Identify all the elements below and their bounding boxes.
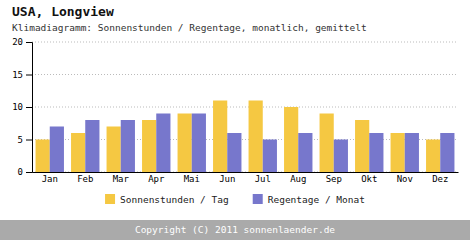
y-tick: 15 (12, 70, 32, 80)
y-tick-mark (26, 42, 32, 43)
grid-line (32, 74, 458, 75)
bar (85, 120, 99, 172)
bar (107, 127, 121, 173)
plot: 0 5 10 15 20 Jan Feb Mar Apr Mai Jun Jul Aug Sep Okt No… (12, 37, 458, 184)
x-tick: Mar (113, 174, 130, 184)
bar (142, 120, 156, 172)
legend-item: Sonnenstunden / Tag (105, 194, 229, 205)
y-tick-mark (26, 75, 32, 76)
legend-label: Regentage / Monat (268, 194, 365, 205)
x-tick-label: Mai (184, 174, 200, 184)
bar (71, 133, 85, 172)
bar (178, 114, 192, 173)
y-axis: 0 5 10 15 20 (12, 37, 32, 177)
bar (36, 140, 50, 173)
grid-line (32, 42, 458, 43)
x-tick-label: Sep (326, 174, 342, 184)
legend-item: Regentage / Monat (253, 194, 365, 205)
bar (426, 140, 440, 173)
x-tick: Jul (255, 174, 271, 184)
x-tick: Dez (432, 174, 448, 184)
y-tick: 20 (12, 37, 32, 47)
legend-label: Sonnenstunden / Tag (120, 194, 229, 205)
legend-swatch (253, 194, 263, 204)
bar (156, 114, 170, 173)
bar (320, 114, 334, 173)
bar-series (50, 114, 455, 173)
x-tick: Mai (184, 174, 200, 184)
bar (369, 133, 383, 172)
footer-bar (0, 220, 470, 240)
grid (32, 42, 458, 172)
subtitle: Klimadiagramm: Sonnenstunden / Regentage… (12, 22, 367, 33)
y-tick-label: 0 (18, 167, 23, 177)
x-tick: Apr (148, 174, 165, 184)
y-tick-label: 20 (12, 37, 23, 47)
x-tick-label: Apr (148, 174, 165, 184)
x-tick: Jan (42, 174, 58, 184)
y-tick: 5 (18, 135, 32, 145)
x-axis-line (33, 172, 459, 173)
footer-text: Copyright (C) 2011 sonnenlaender.de (135, 224, 335, 235)
x-tick-label: Aug (290, 174, 306, 184)
bar (121, 120, 135, 172)
x-tick-label: Jul (255, 174, 271, 184)
x-tick: Aug (290, 174, 306, 184)
x-tick-label: Jan (42, 174, 58, 184)
y-tick-label: 5 (18, 135, 23, 145)
x-axis: Jan Feb Mar Apr Mai Jun Jul Aug Sep Okt Nov Dez (33, 173, 459, 185)
bar (249, 101, 263, 173)
bar (213, 101, 227, 173)
bar (263, 140, 277, 173)
x-tick: Nov (397, 174, 413, 184)
x-tick-label: Dez (432, 174, 448, 184)
bar-series (36, 101, 441, 173)
x-tick-label: Nov (397, 174, 413, 184)
x-tick-label: Okt (361, 174, 377, 184)
bar (334, 140, 348, 173)
bar (440, 133, 454, 172)
grid-line (32, 107, 458, 108)
x-tick: Okt (361, 174, 377, 184)
y-axis-line (26, 43, 33, 173)
y-tick-label: 15 (12, 70, 23, 80)
bar (405, 133, 419, 172)
bar (192, 114, 206, 173)
x-tick-label: Feb (77, 174, 93, 184)
y-tick: 10 (12, 102, 32, 112)
legend: Sonnenstunden / Tag Regentage / Monat (105, 194, 365, 205)
bar (227, 133, 241, 172)
bar (355, 120, 369, 172)
x-tick: Sep (326, 174, 342, 184)
y-tick-label: 10 (12, 102, 23, 112)
y-tick-mark (26, 140, 32, 141)
bars (36, 101, 455, 173)
y-tick-mark (26, 172, 32, 173)
bar (50, 127, 64, 173)
bar (284, 107, 298, 172)
bar (391, 133, 405, 172)
y-tick-mark (26, 107, 32, 108)
chart: USA, Longview Klimadiagramm: Sonnenstunde… (0, 0, 470, 240)
bar (298, 133, 312, 172)
x-tick: Jun (219, 174, 235, 184)
footer: Copyright (C) 2011 sonnenlaender.de (0, 220, 470, 240)
x-tick-label: Jun (219, 174, 235, 184)
y-tick: 0 (18, 167, 32, 177)
x-tick-label: Mar (113, 174, 130, 184)
title: USA, Longview (12, 4, 114, 19)
legend-swatch (105, 194, 115, 204)
x-tick: Feb (77, 174, 93, 184)
